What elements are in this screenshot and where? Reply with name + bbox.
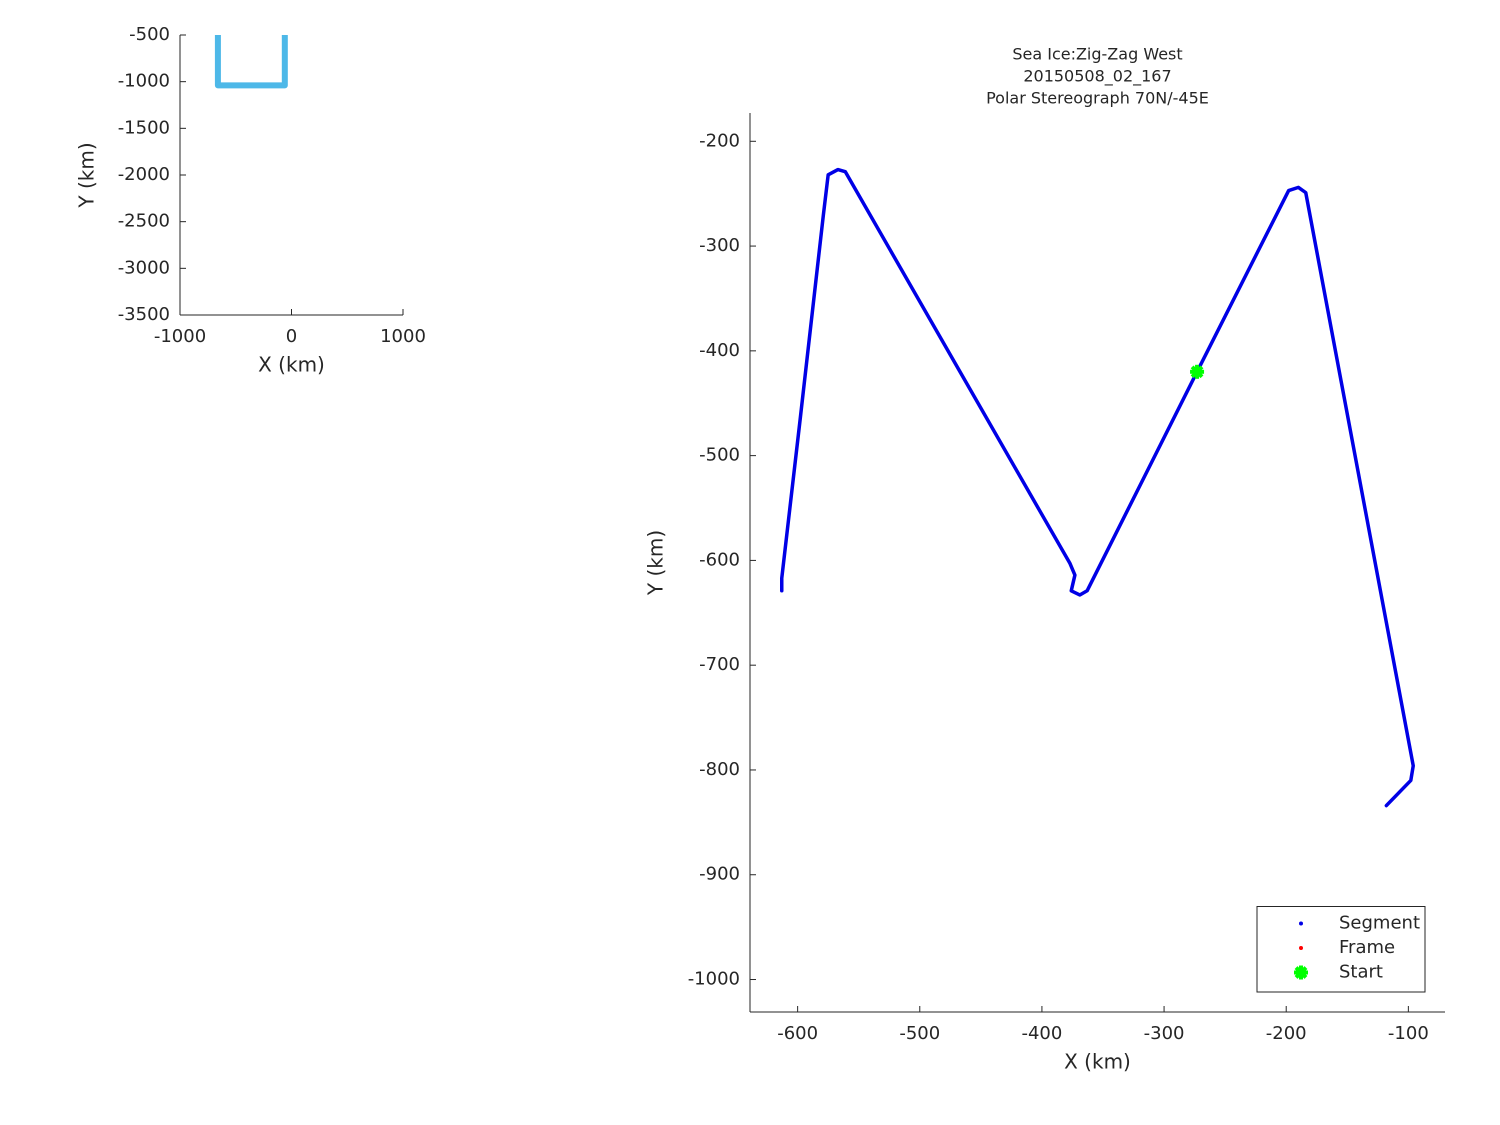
x-tick-label: -100 xyxy=(1388,1023,1429,1044)
chart-title: Sea Ice:Zig-Zag West xyxy=(1012,45,1182,64)
y-axis-label: Y (km) xyxy=(75,142,99,208)
y-tick-label: -700 xyxy=(699,654,740,675)
y-tick-label: -1000 xyxy=(688,969,740,990)
y-axis-label: Y (km) xyxy=(644,530,668,596)
legend-marker xyxy=(1299,946,1303,950)
y-tick-label: -400 xyxy=(699,340,740,361)
y-tick-label: -500 xyxy=(699,445,740,466)
x-tick-label: 1000 xyxy=(380,326,426,347)
legend-label: Segment xyxy=(1339,913,1420,934)
legend-marker xyxy=(1299,921,1303,926)
plot-area xyxy=(214,35,288,89)
y-tick-label: -600 xyxy=(699,549,740,570)
y-tick-label: -1500 xyxy=(118,117,170,138)
x-tick-label: -1000 xyxy=(154,326,206,347)
start-marker xyxy=(1190,364,1205,379)
legend-marker xyxy=(1294,966,1308,979)
x-tick-label: -300 xyxy=(1144,1023,1185,1044)
y-tick-label: -2500 xyxy=(118,211,170,232)
y-tick-label: -800 xyxy=(699,759,740,780)
x-tick-label: -400 xyxy=(1021,1023,1062,1044)
y-tick-label: -200 xyxy=(699,130,740,151)
y-tick-label: -500 xyxy=(129,24,170,45)
y-tick-label: -1000 xyxy=(118,71,170,92)
x-tick-label: -500 xyxy=(899,1023,940,1044)
x-tick-label: -600 xyxy=(777,1023,818,1044)
y-tick-label: -900 xyxy=(699,864,740,885)
chart-title: 20150508_02_167 xyxy=(1023,67,1171,87)
start-marker-stroke xyxy=(1190,365,1204,379)
chart-title: Polar Stereograph 70N/-45E xyxy=(986,89,1209,108)
legend-label: Frame xyxy=(1339,937,1395,958)
plot-area xyxy=(780,167,1415,808)
y-tick-label: -3500 xyxy=(118,304,170,325)
y-tick-label: -3000 xyxy=(118,257,170,278)
y-tick-label: -2000 xyxy=(118,164,170,185)
y-tick-label: -300 xyxy=(699,235,740,256)
x-axis-label: X (km) xyxy=(258,353,325,377)
track-line xyxy=(780,167,1415,808)
x-axis-label: X (km) xyxy=(1064,1050,1131,1074)
legend-label: Start xyxy=(1339,962,1383,983)
legend-box xyxy=(1256,906,1426,993)
x-tick-label: 0 xyxy=(286,326,297,347)
track-line xyxy=(214,35,288,89)
x-tick-label: -200 xyxy=(1266,1023,1307,1044)
